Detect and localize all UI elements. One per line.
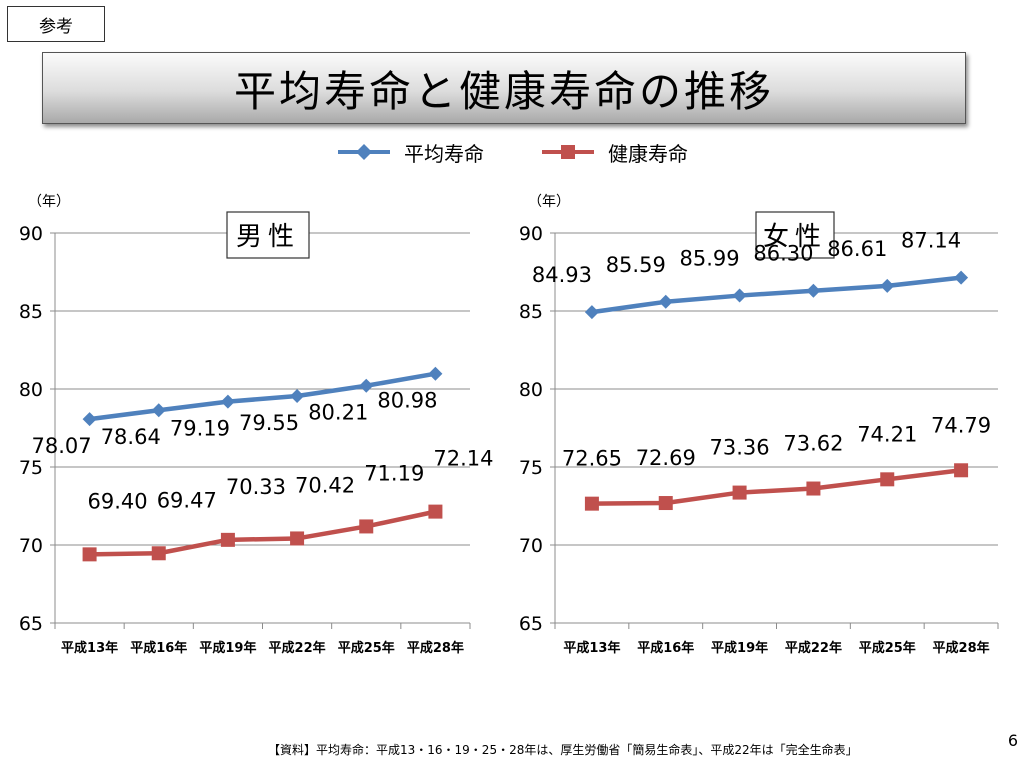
data-point-diamond: [82, 412, 97, 427]
data-point-diamond: [290, 389, 305, 404]
data-label: 71.19: [364, 461, 424, 485]
legend-label-average-life: 平均寿命: [404, 141, 484, 166]
y-tick-label: 75: [19, 457, 43, 479]
x-tick-label: 平成16年: [130, 640, 187, 656]
reference-tag: 参考: [7, 6, 105, 42]
data-label: 80.98: [377, 389, 437, 413]
x-tick-label: 平成19年: [711, 640, 768, 656]
data-point-square: [658, 496, 673, 511]
y-tick-label: 80: [19, 379, 43, 401]
y-tick-label: 90: [519, 223, 543, 245]
y-tick-label: 80: [519, 379, 543, 401]
y-tick-label: 90: [19, 223, 43, 245]
data-label: 70.42: [295, 473, 355, 497]
data-label: 80.21: [308, 401, 368, 425]
data-point-square: [880, 472, 895, 487]
data-label: 87.14: [901, 229, 961, 253]
data-label: 69.40: [88, 489, 148, 513]
chart-title: 女性: [763, 222, 827, 252]
data-label: 78.07: [32, 434, 92, 458]
page-title: 平均寿命と健康寿命の推移: [42, 52, 966, 124]
source-note: 【資料】平均寿命：平成13・16・19・25・28年は、厚生労働省「簡易生命表」…: [268, 743, 858, 757]
data-label: 74.21: [857, 422, 917, 446]
data-point-diamond: [584, 305, 599, 320]
data-label: 79.55: [239, 411, 299, 435]
series-line: [591, 275, 962, 315]
data-label: 72.69: [636, 446, 696, 470]
data-label: 86.30: [753, 242, 813, 266]
y-tick-label: 65: [19, 613, 43, 635]
legend-item-average-life: 平均寿命: [336, 138, 484, 167]
data-label: 85.59: [606, 253, 666, 277]
data-label: 73.62: [783, 432, 843, 456]
diamond-marker-icon: [338, 144, 390, 160]
chart-title-box: [755, 211, 835, 259]
data-label: 86.61: [827, 237, 887, 261]
data-point-diamond: [359, 378, 374, 393]
data-point-square: [290, 531, 305, 546]
data-point-diamond: [880, 278, 895, 293]
data-label: 85.99: [680, 247, 740, 271]
series-line: [591, 468, 962, 506]
data-label: 73.36: [710, 436, 770, 460]
series-line: [89, 509, 436, 557]
x-tick-label: 平成28年: [407, 640, 464, 656]
page-number: 6: [1007, 731, 1018, 750]
data-label: 79.19: [170, 417, 230, 441]
y-tick-label: 85: [519, 301, 543, 323]
x-tick-label: 平成25年: [859, 640, 916, 656]
legend-label-healthy-life: 健康寿命: [608, 141, 688, 166]
data-point-square: [954, 463, 969, 478]
data-label: 69.47: [157, 488, 217, 512]
y-tick-label: 75: [519, 457, 543, 479]
x-tick-label: 平成16年: [637, 640, 694, 656]
x-tick-label: 平成22年: [785, 640, 842, 656]
data-point-diamond: [151, 403, 166, 418]
data-point-square: [82, 547, 97, 562]
data-point-diamond: [658, 294, 673, 309]
square-marker-icon: [542, 145, 594, 159]
data-point-diamond: [732, 288, 747, 303]
data-point-square: [428, 504, 443, 519]
data-point-diamond: [954, 270, 969, 285]
y-tick-label: 85: [19, 301, 43, 323]
data-label: 72.14: [433, 447, 493, 471]
data-label: 72.65: [562, 447, 622, 471]
chart-legend: 平均寿命 健康寿命: [0, 136, 1024, 168]
data-point-diamond: [428, 366, 443, 381]
chart-title: 男性: [236, 222, 300, 252]
legend-item-healthy-life: 健康寿命: [540, 138, 688, 167]
data-point-diamond: [220, 394, 235, 409]
x-tick-label: 平成13年: [61, 640, 118, 656]
data-point-square: [151, 546, 166, 561]
y-tick-label: 65: [519, 613, 543, 635]
y-unit-label: （年）: [528, 194, 570, 210]
series-line: [89, 371, 436, 422]
x-tick-label: 平成19年: [199, 640, 256, 656]
data-label: 70.33: [226, 475, 286, 499]
y-unit-label: （年）: [28, 194, 70, 210]
data-point-square: [732, 485, 747, 500]
y-tick-label: 70: [19, 535, 43, 557]
data-label: 84.93: [532, 263, 592, 287]
data-label: 78.64: [101, 425, 161, 449]
data-point-square: [359, 519, 374, 534]
chart-title-box: [226, 211, 310, 259]
x-tick-label: 平成22年: [269, 640, 326, 656]
data-point-square: [806, 481, 821, 496]
data-point-square: [220, 532, 235, 547]
data-point-diamond: [806, 283, 821, 298]
y-tick-label: 70: [519, 535, 543, 557]
data-label: 74.79: [931, 413, 991, 437]
x-tick-label: 平成13年: [563, 640, 620, 656]
x-tick-label: 平成28年: [933, 640, 990, 656]
data-point-square: [584, 496, 599, 511]
x-tick-label: 平成25年: [338, 640, 395, 656]
